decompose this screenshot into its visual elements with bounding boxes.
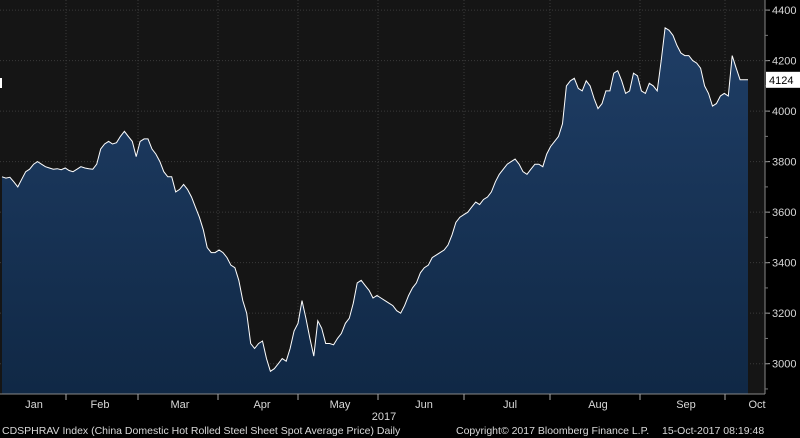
price-area: [2, 27, 748, 395]
x-tick-label: Feb: [91, 399, 110, 411]
y-axis: 3000 3200 3400 3600 3800 4000 4200 4400: [764, 0, 796, 394]
timestamp: 15-Oct-2017 08:19:48: [662, 425, 765, 437]
x-tick-label: Jan: [25, 399, 43, 411]
y-tick-label: 4200: [772, 56, 796, 68]
x-tick-label: Aug: [588, 399, 608, 411]
left-edge-marker: [0, 78, 2, 88]
year-label: 2017: [372, 411, 396, 423]
x-tick-label: Jun: [415, 399, 433, 411]
footer-bar: CDSPHRAV Index (China Domestic Hot Rolle…: [0, 424, 800, 438]
y-tick-label: 3000: [772, 359, 796, 371]
copyright-notice: Copyright© 2017 Bloomberg Finance L.P.: [456, 425, 650, 437]
x-tick-label: May: [330, 399, 351, 411]
x-tick-label: Apr: [253, 399, 270, 411]
last-value-label: 4124: [769, 75, 793, 87]
x-tick-label: Mar: [171, 399, 190, 411]
ticker-description: CDSPHRAV Index (China Domestic Hot Rolle…: [2, 425, 401, 437]
y-tick-label: 3400: [772, 258, 796, 270]
last-value-marker: 4124: [0, 71, 800, 88]
x-tick-label: Jul: [503, 399, 517, 411]
last-value-box: [766, 71, 800, 88]
y-tick-label: 4000: [772, 106, 796, 118]
x-tick-label: Oct: [748, 399, 765, 411]
y-tick-label: 3600: [772, 207, 796, 219]
y-tick-label: 3200: [772, 308, 796, 320]
x-tick-label: Sep: [676, 399, 696, 411]
y-tick-label: 3800: [772, 157, 796, 169]
price-line: [1, 26, 748, 373]
x-axis: Jan Feb Mar Apr May Jun Jul Aug Sep Oct 2017: [0, 393, 766, 423]
y-tick-label: 4400: [772, 5, 796, 17]
